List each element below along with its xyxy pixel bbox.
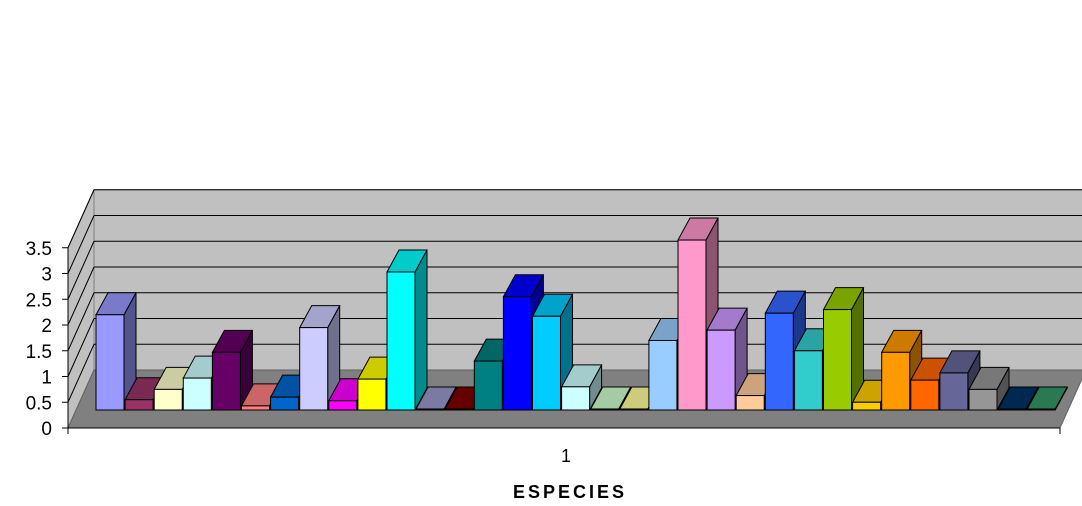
bar [997, 386, 1039, 411]
bar [298, 305, 341, 411]
gridline-side [67, 318, 95, 377]
gridline-side [67, 266, 95, 326]
bar-front [299, 327, 329, 411]
value-axis [62, 247, 1061, 434]
bar-front [386, 271, 416, 411]
bar [880, 329, 923, 411]
bar-front [939, 372, 969, 411]
y-tick-label: 0 [41, 419, 52, 440]
bar-front [648, 339, 678, 411]
bar [939, 350, 981, 411]
bar [560, 364, 603, 411]
bar [822, 287, 865, 411]
y-tick-label: 2.5 [26, 290, 52, 311]
bar-front [677, 239, 707, 411]
bar-side [414, 249, 428, 411]
bar [95, 292, 137, 411]
y-tick-label: 3 [41, 265, 52, 286]
bar-front [619, 408, 649, 411]
y-tick-label: 1 [41, 368, 52, 389]
bar [386, 249, 428, 411]
category-label: 1 [561, 446, 571, 466]
bar-front [852, 401, 882, 411]
bar-front [706, 329, 736, 411]
bar-front [590, 408, 620, 411]
y-tick-label: 2 [41, 316, 52, 337]
bar-front [270, 396, 300, 411]
y-tick-labels: 0 0.5 1 1.5 2 2.5 3 3.5 [26, 239, 52, 440]
bar-front [415, 408, 445, 411]
bar [1026, 386, 1069, 411]
bar-front [968, 388, 998, 411]
gridline-side [67, 215, 95, 274]
bar-front [910, 379, 940, 411]
y-tick-label: 0.5 [26, 393, 52, 414]
bar-front [735, 395, 765, 411]
bar-front [357, 378, 387, 411]
bar-front [211, 351, 241, 411]
gridline-side [67, 344, 95, 403]
bar-front [561, 386, 591, 411]
y-tick-label: 1.5 [26, 342, 52, 363]
y-tick-label: 3.5 [26, 239, 52, 260]
bar-front [881, 351, 911, 411]
bar-front [764, 312, 794, 411]
bar [211, 329, 254, 411]
bar [415, 386, 457, 411]
bar-front [241, 405, 270, 411]
bar-front [793, 350, 823, 411]
bar-front [532, 315, 561, 411]
bar-front [1026, 408, 1056, 411]
bar-front [95, 314, 125, 411]
bar-front [124, 399, 154, 411]
gridline-side [67, 292, 95, 351]
bar-front [502, 296, 532, 411]
gridline-side [67, 189, 95, 248]
bar-front [823, 309, 852, 411]
bar-front [444, 408, 474, 411]
x-axis-title: ESPECIES [513, 482, 627, 502]
bar [968, 366, 1010, 411]
bar-front [473, 360, 503, 411]
bar-front [153, 388, 183, 411]
bars [95, 217, 1069, 411]
bar-front [182, 377, 212, 411]
bar-front [328, 400, 358, 411]
bar-front [997, 408, 1027, 411]
gridline-side [67, 241, 95, 300]
